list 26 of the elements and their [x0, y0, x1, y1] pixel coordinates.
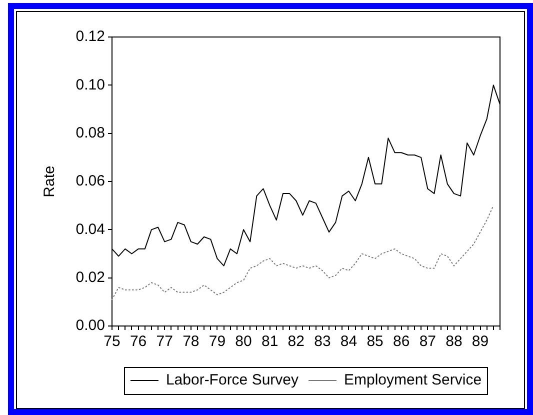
- x-tick-label: 80: [235, 333, 252, 350]
- x-tick-label: 78: [182, 333, 200, 350]
- y-axis-title: Rate: [41, 166, 58, 198]
- x-tick-label: 81: [261, 333, 278, 350]
- x-tick-label: 87: [419, 333, 436, 350]
- x-tick-label: 77: [156, 333, 173, 350]
- x-tick-label: 84: [340, 333, 358, 350]
- y-tick-label: 0.06: [76, 172, 105, 190]
- y-tick-label: 0.10: [76, 76, 105, 94]
- legend-label: Labor-Force Survey: [166, 372, 299, 389]
- y-tick-label: 0.02: [76, 268, 105, 286]
- x-tick-label: 89: [472, 333, 489, 350]
- y-tick-label: 0.12: [76, 28, 105, 46]
- x-tick-label: 85: [366, 333, 384, 350]
- x-tick-label: 79: [208, 333, 226, 350]
- y-tick-label: 0.04: [76, 220, 105, 238]
- x-tick-label: 76: [130, 333, 147, 350]
- x-tick-label: 83: [314, 333, 331, 350]
- x-tick-label: 75: [104, 333, 120, 350]
- y-tick-label: 0.00: [76, 317, 105, 334]
- x-tick-label: 88: [446, 333, 462, 350]
- x-tick-label: 86: [393, 333, 410, 350]
- line-series: [112, 205, 494, 300]
- x-tick-label: 82: [288, 333, 304, 350]
- y-tick-label: 0.08: [76, 124, 105, 142]
- legend-label: Employment Service: [344, 372, 482, 389]
